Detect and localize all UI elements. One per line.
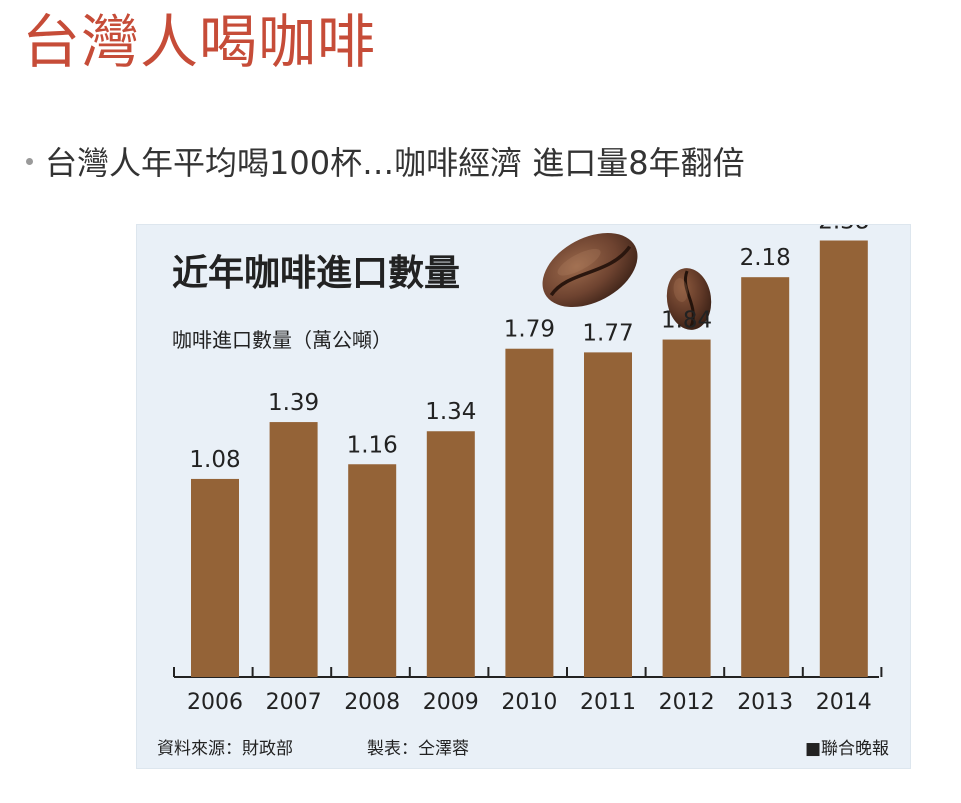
bar-2008 xyxy=(348,464,397,677)
value-label-2009: 1.34 xyxy=(425,399,476,425)
category-label-2014: 2014 xyxy=(816,690,872,715)
category-label-2011: 2011 xyxy=(580,690,636,715)
category-label-2006: 2006 xyxy=(187,690,243,715)
value-label-2014: 2.38 xyxy=(818,225,869,235)
bar-2010 xyxy=(505,348,554,677)
chart-title: 近年咖啡進口數量 xyxy=(172,253,460,294)
value-label-2006: 1.08 xyxy=(189,447,240,473)
page-title: 台灣人喝咖啡 xyxy=(22,8,377,76)
bar-2011 xyxy=(584,352,632,677)
value-label-2011: 1.77 xyxy=(582,320,633,346)
value-labels: 1.08 1.39 1.16 1.34 1.79 1.77 1.84 2.18 2.38 xyxy=(189,225,869,473)
bar-chart: 近年咖啡進口數量 咖啡進口數量（萬公噸） 1.08 1.39 1.16 1.34 1.7… xyxy=(157,225,889,759)
category-label-2008: 2008 xyxy=(344,690,400,715)
bar-2006 xyxy=(191,478,239,677)
value-label-2007: 1.39 xyxy=(268,390,319,416)
maker-note: 製表：仝澤蓉 xyxy=(367,739,469,759)
category-label-2010: 2010 xyxy=(501,690,557,715)
bars xyxy=(191,240,868,677)
chart-card: 近年咖啡進口數量 咖啡進口數量（萬公噸） 1.08 1.39 1.16 1.34 1.7… xyxy=(136,224,911,769)
bar-2009 xyxy=(426,431,475,677)
category-label-2007: 2007 xyxy=(266,690,322,715)
category-labels: 2006 2007 2008 2009 2010 2011 2012 2013 2014 xyxy=(187,690,872,715)
publisher-note: ■聯合晚報 xyxy=(805,739,889,759)
value-label-2013: 2.18 xyxy=(740,245,791,271)
coffee-bean-large-icon xyxy=(542,232,638,308)
source-note: 資料來源：財政部 xyxy=(157,739,293,759)
bullet-text: 台灣人年平均喝100杯…咖啡經濟 進口量8年翻倍 xyxy=(45,144,745,182)
category-label-2012: 2012 xyxy=(659,690,715,715)
coffee-bean-small-icon xyxy=(666,268,712,330)
category-label-2013: 2013 xyxy=(737,690,793,715)
value-label-2008: 1.16 xyxy=(347,432,398,458)
bar-2014 xyxy=(819,240,868,677)
bar-2007 xyxy=(269,422,318,677)
value-label-2012: 1.84 xyxy=(661,308,712,334)
value-label-2010: 1.79 xyxy=(504,317,555,343)
y-axis-label: 咖啡進口數量（萬公噸） xyxy=(172,328,392,352)
bullet-dot-icon xyxy=(26,157,33,165)
bar-2012 xyxy=(662,339,711,677)
x-axis-ticks xyxy=(173,667,883,677)
bullet-item: 台灣人年平均喝100杯…咖啡經濟 進口量8年翻倍 xyxy=(26,138,745,184)
category-label-2009: 2009 xyxy=(423,690,479,715)
bar-2013 xyxy=(741,277,790,677)
